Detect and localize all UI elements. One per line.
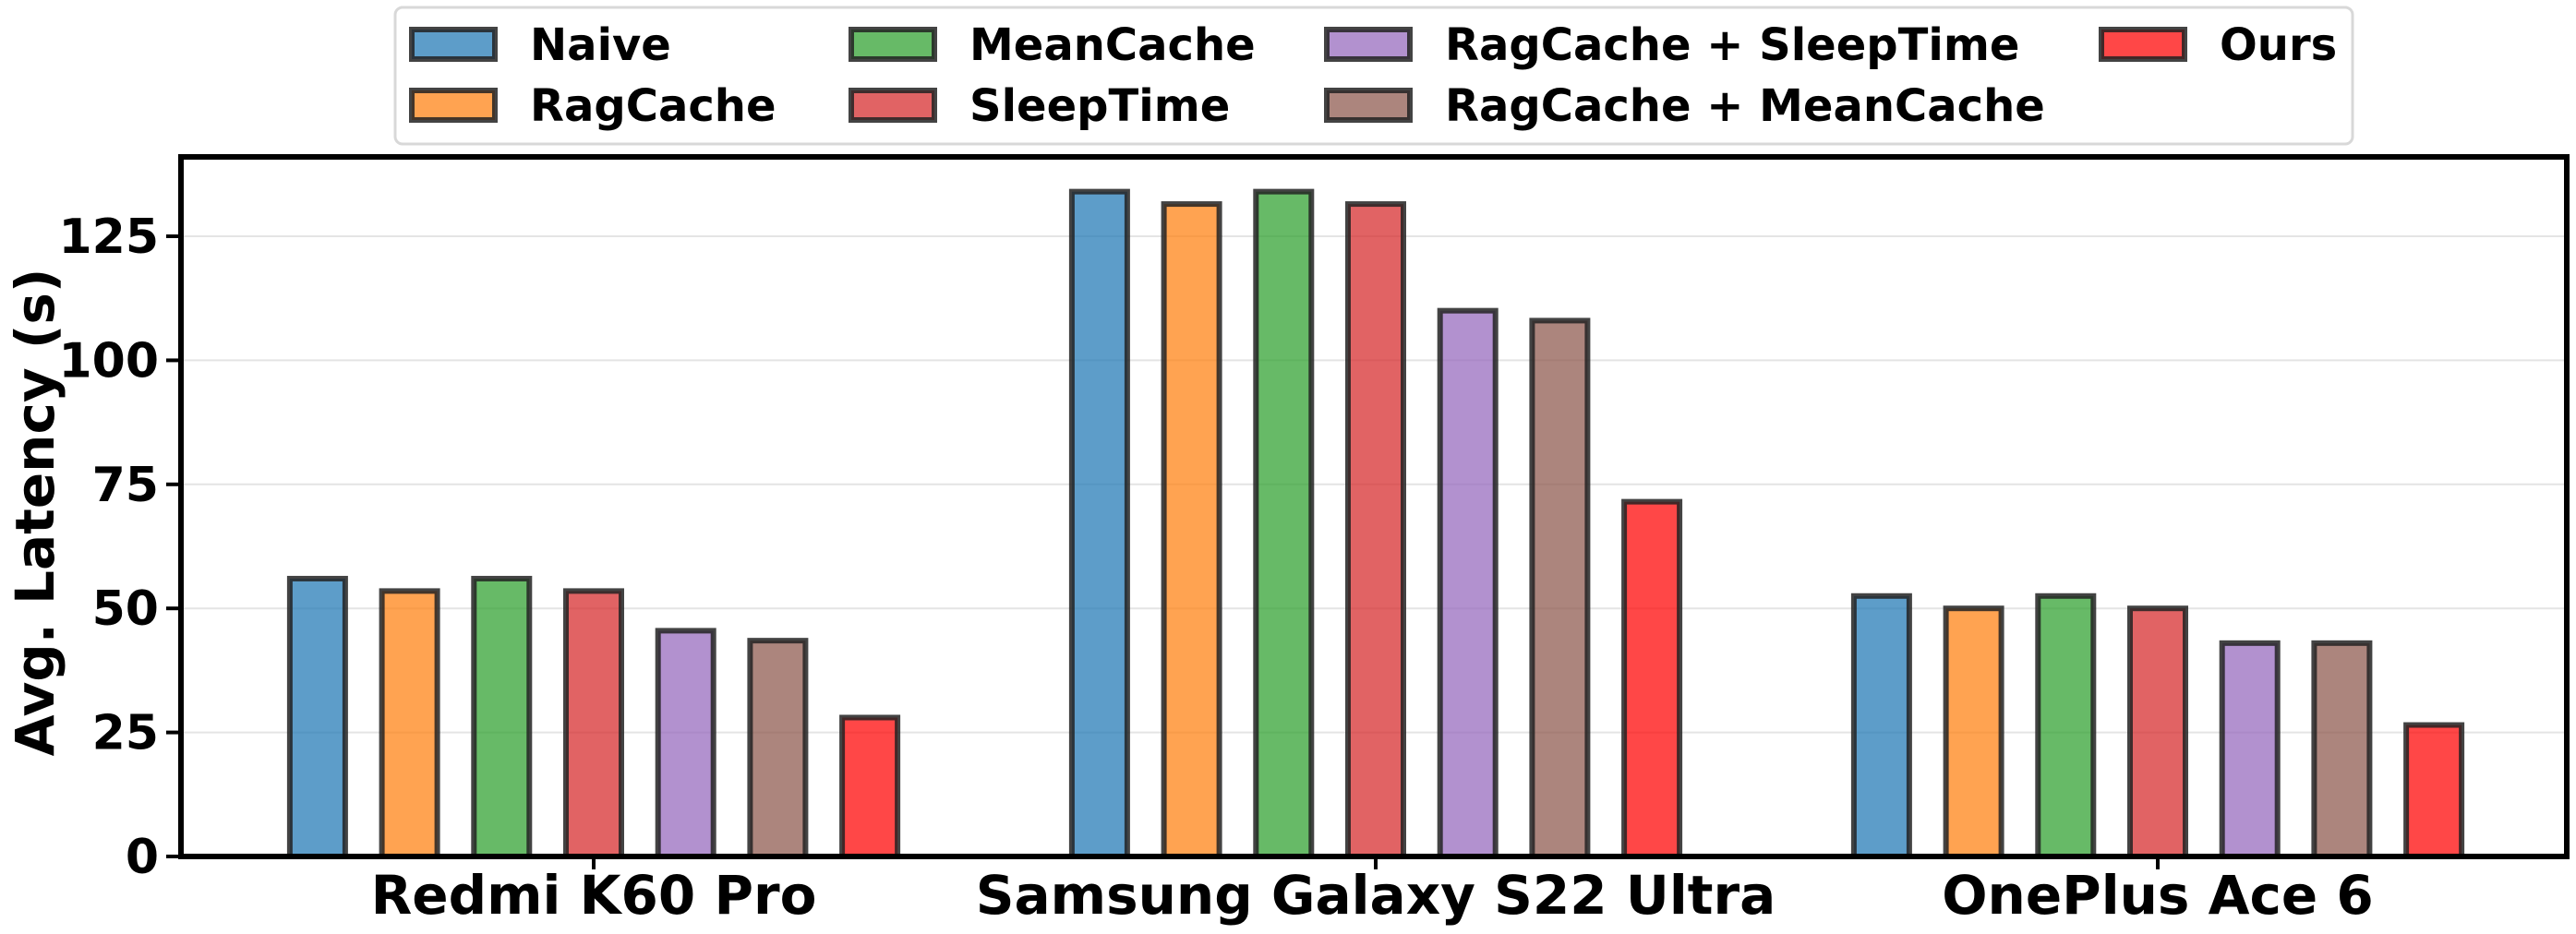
legend-label: SleepTime (969, 80, 1230, 132)
bar (286, 575, 348, 860)
legend-swatch (849, 27, 937, 62)
bar (1529, 317, 1591, 860)
legend-label: RagCache (530, 80, 776, 132)
bar (563, 588, 624, 859)
legend-swatch (409, 27, 498, 62)
legend-swatch (849, 88, 937, 123)
legend-label: Ours (2220, 19, 2337, 71)
bar (839, 714, 901, 859)
legend-swatch (1324, 88, 1413, 123)
bar (2403, 722, 2465, 859)
x-tick-label: OnePlus Ace 6 (1942, 864, 2373, 927)
x-tick-label: Redmi K60 Pro (371, 864, 817, 927)
bar (1345, 201, 1406, 859)
bar (1850, 593, 1912, 859)
x-axis-ticks: Redmi K60 Pro Samsung Galaxy S22 Ultra One… (371, 856, 2374, 927)
bar (1161, 201, 1222, 859)
bar (379, 588, 440, 859)
bar (1437, 307, 1499, 860)
legend-swatch (409, 88, 498, 123)
bar (1253, 188, 1315, 859)
bar (471, 575, 533, 860)
bar (2127, 605, 2188, 859)
y-tick-label: 125 (58, 210, 159, 265)
legend-swatch (1324, 27, 1413, 62)
bar (1068, 188, 1130, 859)
y-tick-label: 0 (126, 830, 159, 885)
legend-label: RagCache + SleepTime (1445, 19, 2019, 71)
bar (2311, 640, 2373, 859)
y-tick-label: 100 (58, 333, 159, 389)
y-tick-label: 50 (92, 581, 159, 637)
bar (1943, 605, 2004, 859)
legend-label: Naive (530, 19, 671, 71)
legend-label: RagCache + MeanCache (1445, 80, 2045, 132)
bar (1621, 498, 1683, 859)
legend: Naive RagCache MeanCache SleepTime RagCache … (393, 6, 2354, 146)
bar (2035, 593, 2097, 859)
y-tick-label: 25 (92, 706, 159, 761)
bar (2219, 640, 2281, 859)
y-tick-label: 75 (92, 458, 159, 513)
y-axis-label: Avg. Latency (s) (4, 269, 66, 757)
y-axis-ticks: 0 25 50 75 100 125 (58, 210, 181, 885)
bars (286, 188, 2465, 860)
bar (655, 628, 716, 859)
x-tick-label: Samsung Galaxy S22 Ultra (976, 864, 1776, 927)
bar (747, 638, 809, 859)
legend-label: MeanCache (969, 19, 1256, 71)
legend-swatch (2099, 27, 2187, 62)
